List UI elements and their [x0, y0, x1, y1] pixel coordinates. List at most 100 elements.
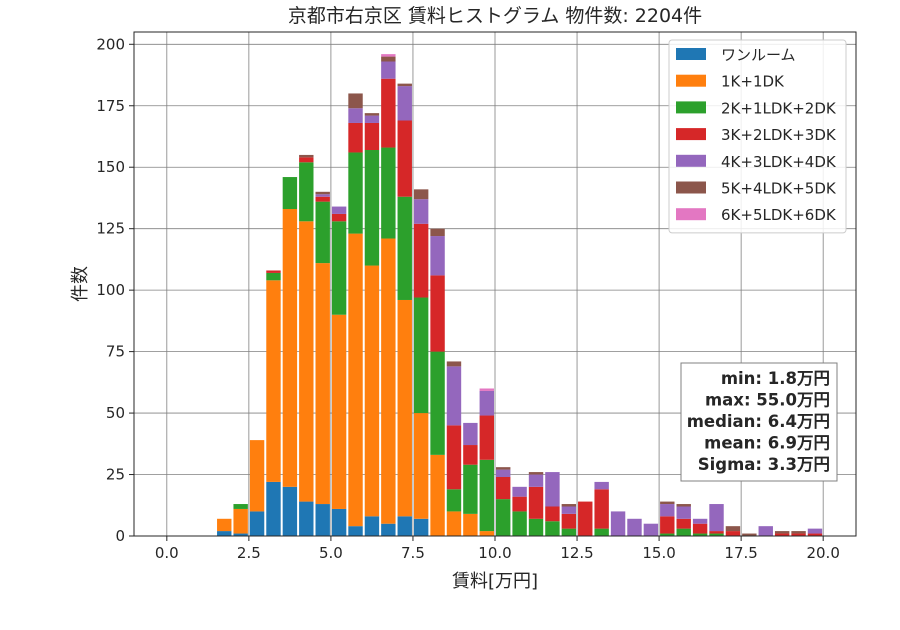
bar-segment — [479, 388, 494, 391]
stats-line: mean: 6.9万円 — [704, 434, 830, 453]
bar-segment — [217, 518, 232, 532]
bar-segment — [381, 147, 396, 239]
bar-segment — [331, 206, 347, 214]
x-tick-label: 5.0 — [319, 544, 343, 562]
y-tick-label: 200 — [96, 35, 125, 53]
bar-segment — [413, 223, 429, 298]
bar-segment — [299, 221, 314, 502]
bar-segment — [446, 425, 462, 490]
bar-segment — [643, 523, 659, 536]
legend-label: ワンルーム — [721, 46, 796, 64]
bar-segment — [676, 528, 691, 536]
bar-segment — [315, 196, 330, 202]
bar-segment — [397, 83, 412, 87]
bar-segment — [758, 526, 773, 536]
bar-segment — [446, 489, 462, 512]
stats-frame — [680, 362, 838, 482]
bar-segment — [479, 390, 494, 416]
bar-segment — [348, 233, 363, 527]
bar-segment — [446, 366, 462, 426]
bar-segment — [348, 93, 363, 109]
x-tick-label: 0.0 — [155, 544, 179, 562]
bar-segment — [249, 511, 265, 536]
bar-segment — [348, 526, 363, 536]
x-tick-label: 17.5 — [724, 544, 757, 562]
bar-segment — [561, 506, 577, 514]
bar-segment — [660, 504, 675, 517]
bar-segment — [463, 513, 478, 536]
bar-segment — [512, 496, 527, 512]
bar-segment — [512, 486, 527, 497]
bar-segment — [676, 518, 691, 529]
bar-segment — [397, 196, 412, 300]
bar-segment — [299, 157, 314, 163]
bar-segment — [331, 213, 347, 222]
legend-label: 1K+1DK — [721, 73, 785, 91]
bar-segment — [315, 201, 330, 264]
bar-segment — [446, 511, 462, 536]
bar-segment — [282, 177, 298, 210]
bar-segment — [315, 263, 330, 505]
legend-swatch — [676, 101, 706, 114]
bar-segment — [413, 413, 429, 519]
bar-segment — [528, 518, 544, 536]
bar-segment — [381, 238, 396, 524]
bar-segment — [348, 152, 363, 234]
legend-box — [668, 39, 847, 234]
bar-segment — [413, 199, 429, 224]
bar-segment — [233, 504, 248, 509]
bar-segment — [397, 299, 412, 517]
bar-segment — [660, 501, 675, 505]
bar-segment — [807, 533, 823, 536]
legend-label: 3K+2LDK+3DK — [721, 126, 837, 144]
x-tick-label: 7.5 — [401, 544, 425, 562]
bar-segment — [364, 122, 380, 151]
legend-swatch — [676, 74, 706, 87]
bar-segment — [430, 228, 445, 237]
bar-segment — [496, 499, 511, 536]
stats-line: Sigma: 3.3万円 — [698, 455, 830, 474]
bar-segment — [561, 513, 577, 529]
bar-segment — [610, 511, 626, 536]
bar-segment — [315, 504, 330, 536]
bar-segment — [315, 194, 330, 197]
legend-swatch — [676, 128, 706, 141]
bar-segment — [331, 314, 347, 509]
bar-segment — [545, 521, 560, 536]
bar-segment — [430, 236, 445, 276]
bar-segment — [463, 422, 478, 446]
bar-segment — [496, 476, 511, 500]
bar-segment — [266, 280, 281, 482]
legend: ワンルーム 1K+1DK 2K+1LDK+2DK 3K+2LDK+3DK 4K+3LDK… — [668, 39, 847, 234]
bar-segment — [233, 508, 248, 534]
chart-title: 京都市右京区 賃料ヒストグラム 物件数: 2204件 — [288, 5, 702, 27]
x-tick-label: 15.0 — [642, 544, 675, 562]
bar-segment — [512, 511, 527, 536]
bar-segment — [692, 523, 708, 534]
bar-segment — [528, 472, 544, 475]
bar-segment — [282, 486, 298, 536]
bar-segment — [692, 533, 708, 536]
bar-segment — [709, 504, 724, 532]
bar-segment — [627, 518, 642, 536]
bar-segment — [676, 506, 691, 519]
bar-segment — [660, 533, 675, 536]
stats-box: min: 1.8万円 max: 55.0万円 median: 6.4万円 mean: … — [680, 362, 838, 482]
bar-segment — [545, 472, 560, 507]
y-axis-label: 件数 — [70, 266, 91, 302]
x-tick-label: 20.0 — [806, 544, 839, 562]
bar-segment — [594, 481, 609, 490]
bar-segment — [233, 533, 248, 536]
bar-segment — [299, 162, 314, 222]
x-tick-label: 2.5 — [237, 544, 261, 562]
stats-line: min: 1.8万円 — [721, 369, 830, 388]
bar-segment — [463, 464, 478, 514]
bar-segment — [381, 523, 396, 536]
bar-segment — [331, 508, 347, 536]
bar-segment — [430, 275, 445, 352]
bar-segment — [496, 467, 511, 470]
bar-segment — [348, 108, 363, 123]
bar-segment — [692, 518, 708, 524]
bar-segment — [266, 270, 281, 273]
